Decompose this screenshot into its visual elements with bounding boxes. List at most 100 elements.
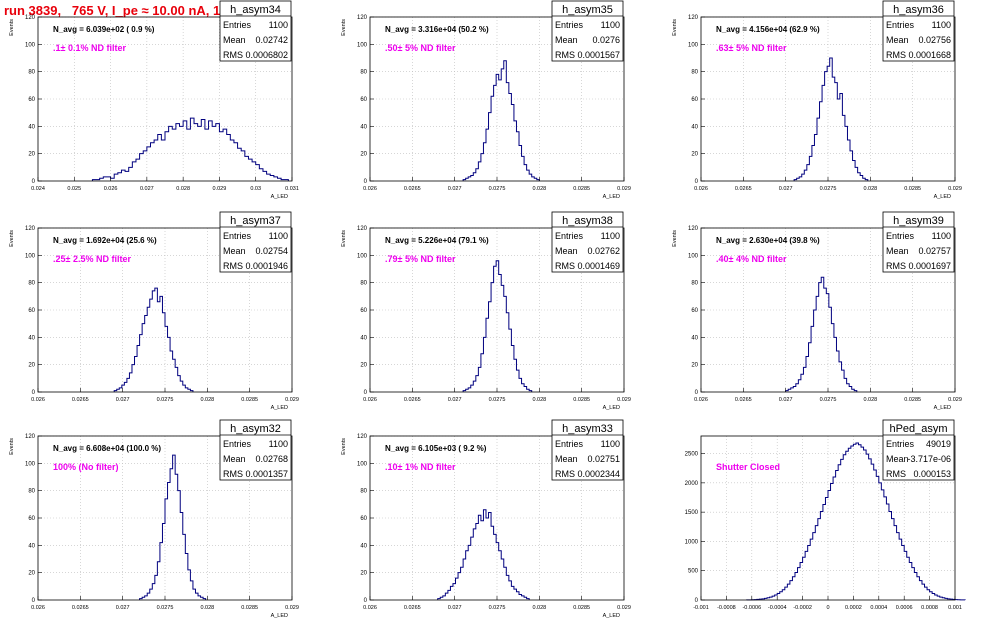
- stats-entries-value: 1100: [601, 439, 620, 449]
- y-tick-label: 80: [360, 281, 367, 287]
- x-tick-label: 0.029: [617, 186, 631, 192]
- stats-title: h_asym34: [230, 4, 281, 16]
- stats-mean-label: Mean: [555, 35, 578, 45]
- filter-label: .40± 4% ND filter: [716, 254, 787, 264]
- histogram-h_asym39: [785, 276, 858, 392]
- stats-title: h_asym38: [562, 215, 613, 227]
- stats-box: [551, 419, 624, 481]
- stats-entries-label: Entries: [555, 439, 584, 449]
- stats-entries-value: 1100: [932, 20, 951, 30]
- y-tick-label: 60: [28, 516, 35, 522]
- stats-rms-value: 0.0001697: [908, 261, 951, 271]
- stats-rms-label: RMS: [555, 50, 575, 60]
- y-tick-label: 0: [364, 179, 368, 185]
- y-tick-label: 0: [695, 390, 699, 396]
- stats-entries-label: Entries: [886, 231, 915, 241]
- stats-mean-value: 0.02742: [255, 35, 288, 45]
- y-tick-label: 60: [691, 97, 698, 103]
- y-tick-label: 60: [691, 308, 698, 314]
- x-tick-label: 0.0008: [921, 605, 938, 611]
- x-tick-label: 0.0285: [904, 397, 921, 403]
- stats-mean-value: 0.02762: [587, 246, 620, 256]
- x-tick-label: 0.03: [250, 186, 261, 192]
- y-tick-label: 80: [28, 281, 35, 287]
- y-tick-label: 60: [360, 516, 367, 522]
- y-tick-label: 0: [695, 179, 699, 185]
- stats-mean-value: 0.02756: [918, 35, 951, 45]
- x-tick-label: 0.0275: [820, 186, 837, 192]
- y-tick-label: 40: [691, 335, 698, 341]
- y-tick-label: 120: [688, 226, 699, 232]
- y-tick-label: 60: [360, 97, 367, 103]
- stats-rms-label: RMS: [223, 261, 243, 271]
- y-tick-label: 0: [695, 598, 699, 604]
- x-tick-label: 0.0285: [573, 605, 590, 611]
- stats-entries-value: 1100: [269, 439, 288, 449]
- x-tick-label: 0.027: [116, 605, 130, 611]
- filter-label: Shutter Closed: [716, 462, 780, 472]
- x-tick-label: 0.026: [694, 397, 708, 403]
- x-tick-label: 0.0275: [489, 397, 506, 403]
- y-tick-label: 80: [28, 70, 35, 76]
- y-tick-label: 80: [691, 70, 698, 76]
- stats-box: [551, 0, 624, 62]
- stats-rms-label: RMS: [555, 469, 575, 479]
- y-tick-label: 20: [28, 152, 35, 158]
- y-tick-label: 20: [28, 363, 35, 369]
- stats-entries-value: 1100: [932, 231, 951, 241]
- stats-title: h_asym39: [893, 215, 944, 227]
- x-tick-label: 0.0265: [404, 397, 421, 403]
- stats-mean-value: 0.02751: [587, 454, 620, 464]
- navg-label: N_avg = 5.226e+04 (79.1 %): [385, 236, 489, 245]
- stats-entries-label: Entries: [223, 439, 252, 449]
- y-tick-label: 80: [28, 489, 35, 495]
- x-tick-label: 0.0275: [820, 397, 837, 403]
- x-axis-title: A_LED: [603, 405, 620, 411]
- x-tick-label: 0.026: [31, 397, 45, 403]
- stats-mean-label: Mean: [886, 246, 909, 256]
- x-tick-label: 0.027: [140, 186, 154, 192]
- x-axis-title: A_LED: [934, 194, 951, 200]
- stats-entries-label: Entries: [886, 439, 915, 449]
- y-tick-label: 2500: [685, 452, 699, 458]
- stats-rms-value: 0.0001357: [245, 469, 288, 479]
- y-tick-label: 40: [28, 335, 35, 341]
- y-axis-title: Events: [9, 438, 15, 455]
- filter-label: 100% (No filter): [53, 462, 119, 472]
- x-tick-label: -0.0004: [768, 605, 787, 611]
- x-tick-label: 0.0265: [404, 186, 421, 192]
- x-tick-label: 0.026: [104, 186, 118, 192]
- stats-title: h_asym32: [230, 423, 281, 435]
- stats-rms-label: RMS: [223, 50, 243, 60]
- y-tick-label: 40: [691, 124, 698, 130]
- y-tick-label: 120: [25, 226, 36, 232]
- navg-label: N_avg = 6.039e+02 ( 0.9 %): [53, 25, 155, 34]
- y-axis-title: Events: [9, 230, 15, 247]
- y-tick-label: 40: [360, 543, 367, 549]
- y-tick-label: 80: [691, 281, 698, 287]
- x-tick-label: 0.026: [31, 605, 45, 611]
- y-tick-label: 60: [28, 97, 35, 103]
- x-tick-label: 0.0285: [241, 605, 258, 611]
- y-tick-label: 100: [357, 253, 368, 259]
- stats-rms-label: RMS: [886, 261, 906, 271]
- stats-box: [882, 0, 955, 62]
- x-tick-label: 0.0285: [904, 186, 921, 192]
- x-tick-label: 0.029: [285, 397, 299, 403]
- y-tick-label: 40: [360, 124, 367, 130]
- navg-label: N_avg = 3.316e+04 (50.2 %): [385, 25, 489, 34]
- y-tick-label: 20: [691, 363, 698, 369]
- y-tick-label: 0: [32, 390, 36, 396]
- stats-rms-label: RMS: [886, 469, 906, 479]
- x-axis-title: A_LED: [603, 194, 620, 200]
- stats-box: [882, 419, 955, 481]
- stats-entries-value: 1100: [269, 231, 288, 241]
- x-tick-label: -0.0006: [742, 605, 761, 611]
- navg-label: N_avg = 4.156e+04 (62.9 %): [716, 25, 820, 34]
- x-tick-label: 0.027: [116, 397, 130, 403]
- y-tick-label: 100: [688, 253, 699, 259]
- x-tick-label: 0.026: [363, 186, 377, 192]
- histogram-h_asym38: [462, 260, 533, 392]
- stats-mean-value: 0.02768: [255, 454, 288, 464]
- y-tick-label: 0: [32, 598, 36, 604]
